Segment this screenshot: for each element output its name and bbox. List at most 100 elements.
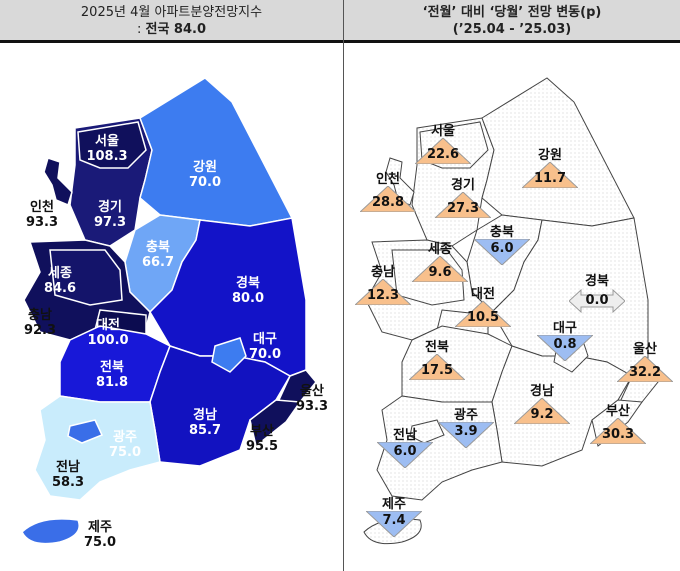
change-value: 30.3: [601, 427, 635, 442]
region-value: 58.3: [51, 475, 85, 490]
down-triangle-icon: 7.4: [366, 511, 422, 537]
index-region-제주: [21, 518, 80, 545]
down-triangle-icon: 6.0: [377, 442, 433, 468]
national-value: 전국 84.0: [145, 22, 207, 37]
down-triangle-icon: 6.0: [474, 239, 530, 265]
up-triangle-icon: 27.3: [435, 192, 491, 218]
up-triangle-icon: 17.5: [409, 354, 465, 380]
region-value: 92.3: [23, 323, 57, 338]
change-region-인천: [385, 157, 415, 206]
index-map-header: 2025년 4월 아파트분양전망지수 : 전국 84.0: [0, 0, 343, 43]
change-value: 6.0: [393, 444, 417, 459]
index-label-경남: 경남 85.7: [189, 404, 221, 438]
index-label-경기: 경기 97.3: [94, 196, 126, 230]
region-name: 경기: [98, 200, 122, 215]
region-name: 강원: [193, 160, 217, 175]
region-value: 70.0: [188, 175, 222, 190]
region-name: 세종: [48, 266, 72, 281]
index-label-인천: 인천 93.3: [26, 196, 58, 230]
down-triangle-icon: 3.9: [438, 422, 494, 448]
change-label-경북: 경북: [585, 274, 609, 289]
index-label-대전: 대전 100.0: [87, 314, 128, 348]
change-value: 10.5: [466, 310, 500, 325]
change-value: 17.5: [420, 363, 454, 378]
index-region-경남: [149, 345, 292, 467]
index-title: 2025년 4월 아파트분양전망지수: [80, 5, 263, 20]
region-value: 95.5: [245, 439, 279, 454]
region-name: 경북: [236, 276, 260, 291]
column-divider: [343, 0, 344, 571]
index-label-광주: 광주 75.0: [109, 426, 141, 460]
index-region-울산: [276, 369, 317, 403]
up-triangle-icon: 22.6: [415, 138, 471, 164]
change-value: 9.2: [530, 407, 554, 422]
change-label-전남: 전남: [393, 428, 417, 443]
index-region-광주: [67, 419, 104, 444]
change-period: (’25.04 - ’25.03): [452, 22, 572, 37]
change-label-전북: 전북: [425, 340, 449, 355]
change-map-header: ‘전월’ 대비 ‘당월’ 전망 변동(p) (’25.04 - ’25.03): [344, 0, 680, 43]
index-region-서울: [77, 121, 147, 169]
change-value: 27.3: [446, 201, 480, 216]
index-region-세종: [49, 249, 123, 306]
region-name: 대구: [253, 332, 277, 347]
index-label-부산: 부산 95.5: [246, 420, 278, 454]
region-name: 제주: [88, 520, 112, 535]
index-label-서울: 서울 108.3: [86, 130, 127, 164]
index-label-전남: 전남 58.3: [52, 456, 84, 490]
region-value: 70.0: [248, 347, 282, 362]
index-label-충남: 충남 92.3: [24, 304, 56, 338]
change-label-제주: 제주: [382, 497, 406, 512]
index-label-울산: 울산 93.3: [296, 380, 328, 414]
region-name: 대전: [96, 318, 120, 333]
change-value: 28.8: [371, 195, 405, 210]
change-value: 32.2: [628, 365, 662, 380]
region-value: 85.7: [188, 423, 222, 438]
index-label-제주: 제주 75.0: [84, 516, 116, 550]
change-label-경남: 경남: [530, 384, 554, 399]
up-triangle-icon: 11.7: [522, 162, 578, 188]
region-value: 66.7: [141, 255, 175, 270]
index-region-대구: [211, 337, 247, 373]
change-value: 7.4: [382, 513, 406, 528]
change-value: 12.3: [366, 288, 400, 303]
index-label-경북: 경북 80.0: [232, 272, 264, 306]
change-region-경남: [491, 345, 633, 467]
index-label-강원: 강원 70.0: [189, 156, 221, 190]
up-triangle-icon: 28.8: [360, 186, 416, 212]
change-value: 6.0: [490, 241, 514, 256]
region-value: 75.0: [108, 445, 142, 460]
change-label-부산: 부산: [606, 404, 630, 419]
up-triangle-icon: 30.3: [590, 418, 646, 444]
region-value: 84.6: [43, 281, 77, 296]
double-arrow-icon: 0.0: [569, 288, 625, 314]
region-value: 80.0: [231, 291, 265, 306]
region-value: 93.3: [25, 215, 59, 230]
index-label-대구: 대구 70.0: [249, 328, 281, 362]
national-prefix: :: [136, 22, 146, 37]
region-value: 81.8: [95, 375, 129, 390]
index-label-전북: 전북 81.8: [96, 356, 128, 390]
up-triangle-icon: 10.5: [455, 301, 511, 327]
region-name: 인천: [30, 200, 54, 215]
change-value: 9.6: [428, 265, 452, 280]
region-name: 경남: [193, 408, 217, 423]
region-name: 부산: [250, 424, 274, 439]
up-triangle-icon: 12.3: [355, 279, 411, 305]
down-triangle-icon: 0.8: [537, 335, 593, 361]
change-label-강원: 강원: [538, 148, 562, 163]
region-value: 75.0: [83, 535, 117, 550]
region-name: 전북: [100, 360, 124, 375]
change-label-울산: 울산: [633, 342, 657, 357]
region-value: 97.3: [93, 215, 127, 230]
change-title: ‘전월’ 대비 ‘당월’ 전망 변동(p): [422, 5, 602, 20]
index-region-강원: [139, 77, 294, 227]
index-label-세종: 세종 84.6: [44, 262, 76, 296]
change-label-서울: 서울: [431, 124, 455, 139]
change-region-광주: [409, 419, 445, 444]
index-region-인천: [43, 157, 73, 207]
up-triangle-icon: 9.2: [514, 398, 570, 424]
change-label-경기: 경기: [451, 178, 475, 193]
change-label-대구: 대구: [553, 321, 577, 336]
